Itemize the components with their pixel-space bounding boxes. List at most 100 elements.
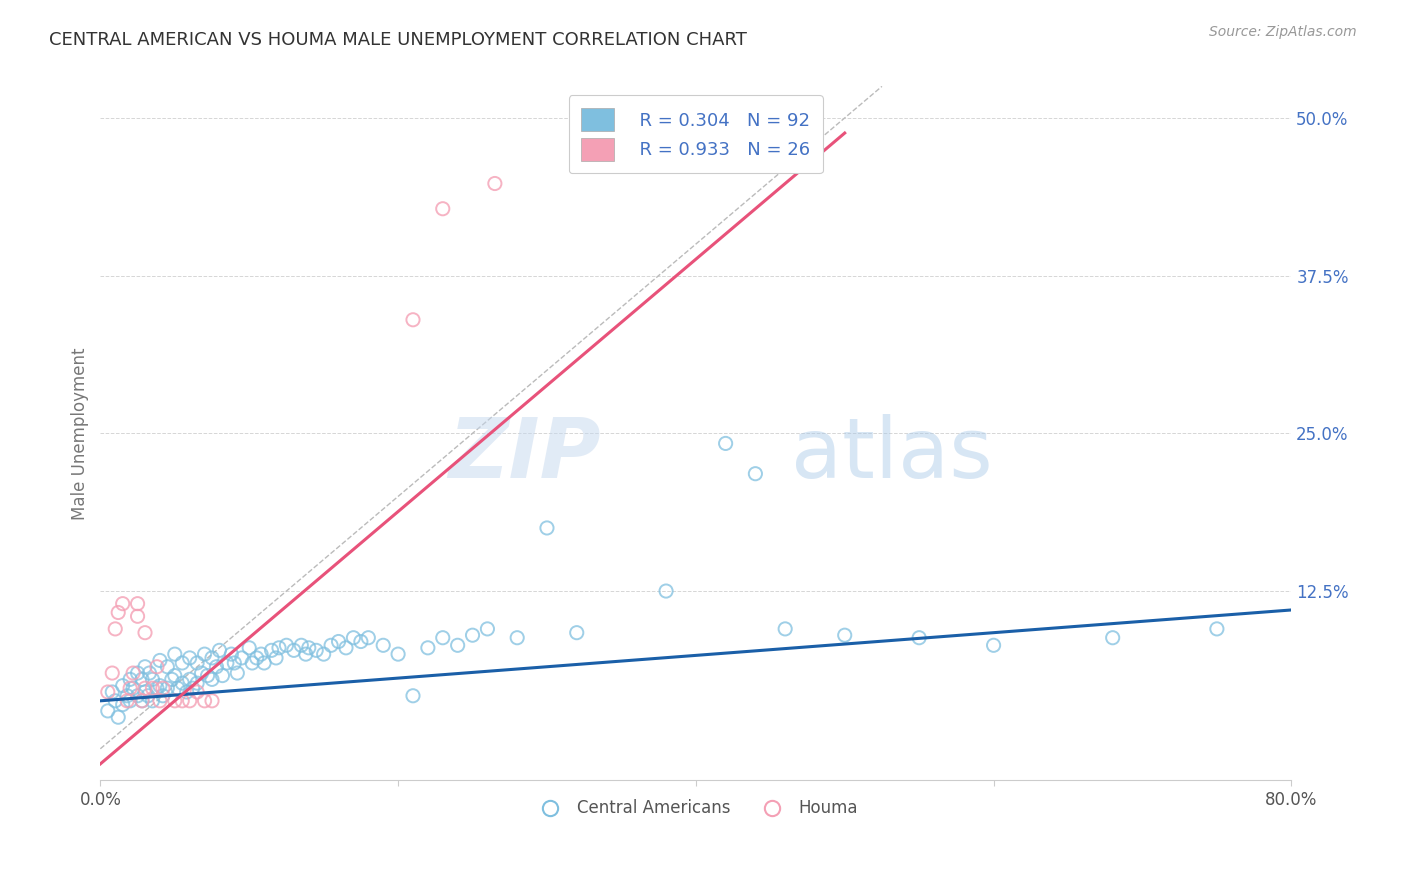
Point [172, 676, 194, 690]
Point [179, 673, 201, 687]
Point [834, 628, 856, 642]
Point [134, 681, 156, 696]
Point [179, 651, 201, 665]
Point [250, 647, 273, 661]
Point [115, 694, 138, 708]
Point [134, 659, 156, 673]
Point [120, 694, 142, 708]
Point [160, 673, 183, 687]
Point [744, 467, 766, 481]
Point [402, 689, 425, 703]
Point [122, 666, 145, 681]
Point [172, 656, 194, 670]
Point [221, 647, 243, 661]
Point [201, 651, 224, 665]
Point [565, 625, 588, 640]
Point [122, 681, 145, 696]
Point [163, 668, 186, 682]
Point [231, 651, 253, 665]
Point [127, 597, 149, 611]
Point [197, 668, 219, 682]
Point [134, 685, 156, 699]
Point [149, 679, 172, 693]
Legend: Central Americans, Houma: Central Americans, Houma [527, 793, 865, 824]
Point [350, 634, 373, 648]
Point [120, 681, 142, 696]
Point [97, 685, 120, 699]
Point [138, 666, 160, 681]
Point [176, 685, 198, 699]
Point [276, 638, 298, 652]
Text: CENTRAL AMERICAN VS HOUMA MALE UNEMPLOYMENT CORRELATION CHART: CENTRAL AMERICAN VS HOUMA MALE UNEMPLOYM… [49, 31, 747, 49]
Point [131, 673, 153, 687]
Point [186, 685, 208, 699]
Text: atlas: atlas [792, 414, 993, 495]
Point [115, 689, 138, 703]
Point [163, 694, 186, 708]
Point [131, 694, 153, 708]
Point [1206, 622, 1229, 636]
Point [205, 659, 228, 673]
Text: Source: ZipAtlas.com: Source: ZipAtlas.com [1209, 25, 1357, 39]
Text: ZIP: ZIP [449, 414, 600, 495]
Point [312, 647, 335, 661]
Point [211, 668, 233, 682]
Point [181, 681, 204, 696]
Point [156, 659, 179, 673]
Y-axis label: Male Unemployment: Male Unemployment [72, 347, 89, 519]
Point [294, 647, 316, 661]
Point [246, 651, 269, 665]
Point [193, 647, 215, 661]
Point [141, 673, 163, 687]
Point [166, 681, 188, 696]
Point [120, 673, 142, 687]
Point [136, 689, 159, 703]
Point [163, 647, 186, 661]
Point [432, 202, 454, 216]
Point [179, 694, 201, 708]
Point [146, 659, 169, 673]
Point [201, 694, 224, 708]
Point [536, 521, 558, 535]
Point [260, 643, 283, 657]
Point [172, 694, 194, 708]
Point [484, 177, 506, 191]
Point [131, 694, 153, 708]
Point [104, 622, 127, 636]
Point [264, 651, 287, 665]
Point [134, 625, 156, 640]
Point [335, 640, 357, 655]
Point [477, 622, 499, 636]
Point [104, 694, 127, 708]
Point [908, 631, 931, 645]
Point [328, 634, 350, 648]
Point [416, 640, 439, 655]
Point [127, 666, 149, 681]
Point [215, 656, 238, 670]
Point [983, 638, 1005, 652]
Point [127, 689, 149, 703]
Point [190, 666, 212, 681]
Point [283, 643, 305, 657]
Point [446, 638, 468, 652]
Point [111, 679, 134, 693]
Point [1101, 631, 1123, 645]
Point [240, 656, 263, 670]
Point [319, 638, 342, 652]
Point [201, 673, 224, 687]
Point [224, 656, 246, 670]
Point [432, 631, 454, 645]
Point [107, 710, 129, 724]
Point [714, 436, 737, 450]
Point [156, 681, 179, 696]
Point [149, 653, 172, 667]
Point [111, 597, 134, 611]
Point [238, 640, 260, 655]
Point [141, 681, 163, 696]
Point [773, 622, 796, 636]
Point [387, 647, 409, 661]
Point [107, 606, 129, 620]
Point [305, 643, 328, 657]
Point [152, 681, 174, 696]
Point [141, 694, 163, 708]
